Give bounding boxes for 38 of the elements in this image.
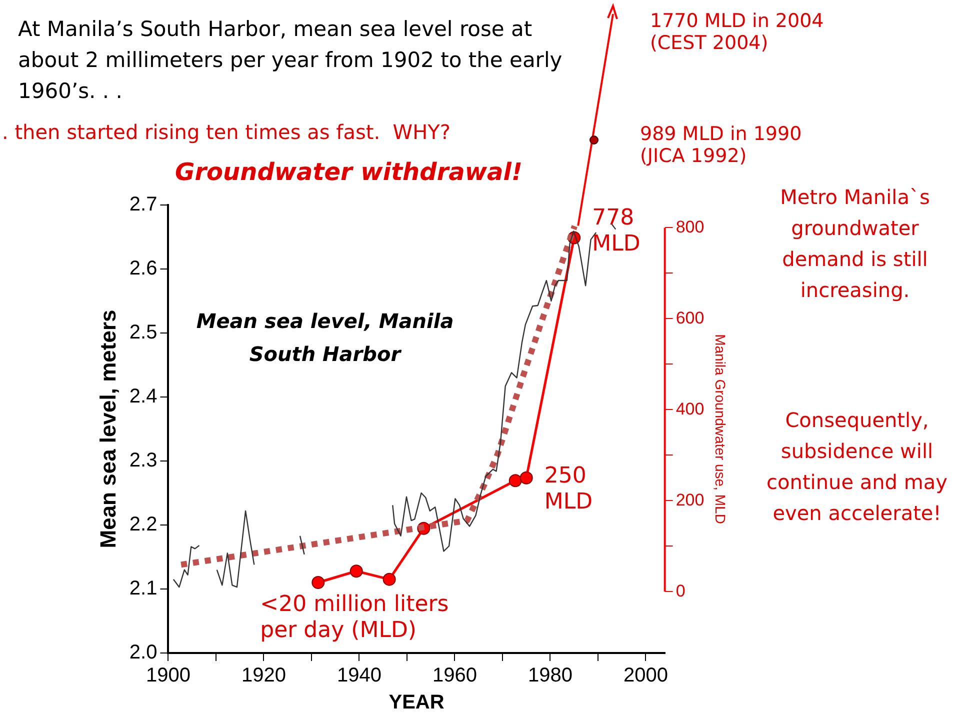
y2-axis-title: Manila Groundwater use, MLD — [712, 334, 729, 524]
point — [382, 572, 396, 586]
y2-tick-label: 200 — [676, 490, 704, 510]
y-tick-label: 2.4 — [129, 386, 158, 408]
x-axis-title: YEAR — [388, 692, 445, 714]
text: Mean sea level, Manila South Harbor — [195, 308, 455, 368]
y-tick-label: 2.6 — [129, 258, 158, 280]
x-tick-label: 1960 — [432, 664, 477, 687]
text: 1770 MLD in 2004 (CEST 2004) — [650, 10, 825, 54]
y-tick-label: 2.5 — [129, 322, 158, 344]
y-tick-label: 2.1 — [129, 578, 158, 600]
text: Metro Manila`s groundwater demand is still increasing. — [779, 184, 931, 304]
text: Consequently, subsidence will continue and may even accelerate! — [766, 407, 948, 527]
y2-tick-label: 0 — [676, 581, 686, 600]
data-label: 250 MLD — [544, 464, 593, 515]
y-tick-label: 2.0 — [129, 642, 158, 664]
point — [520, 471, 533, 484]
data-label: <20 million liters per day (MLD) — [260, 592, 449, 644]
y2-tick-label: 400 — [676, 399, 704, 418]
text: Groundwater withdrawal! — [175, 158, 522, 186]
y-tick-label: 2.2 — [129, 514, 158, 536]
y-tick-label: 2.3 — [129, 450, 158, 472]
x-tick-label: 1900 — [146, 664, 190, 687]
y2-tick-label: 600 — [676, 308, 704, 328]
chart-subtitle: . then started rising ten times as fast. WHY? — [2, 120, 450, 144]
x-tick-label: 2000 — [623, 664, 668, 687]
chart-title: At Manila’s South Harbor, mean sea level rose at about 2 millimeters per year from 1902 to the early 1960’s. . . — [18, 16, 564, 105]
point — [312, 576, 325, 590]
point — [350, 564, 363, 578]
point — [508, 474, 522, 488]
y-axis-title: Mean sea level, meters — [95, 310, 120, 548]
data-label: 778 MLD — [592, 205, 640, 256]
x-tick-label: 1920 — [241, 664, 286, 687]
x-tick-label: 1940 — [336, 664, 382, 687]
y2-tick-label: 800 — [676, 217, 704, 236]
text: 989 MLD in 1990 (JICA 1992) — [640, 123, 803, 167]
y-tick-label: 2.7 — [129, 194, 158, 216]
x-tick-label: 1980 — [528, 664, 572, 687]
